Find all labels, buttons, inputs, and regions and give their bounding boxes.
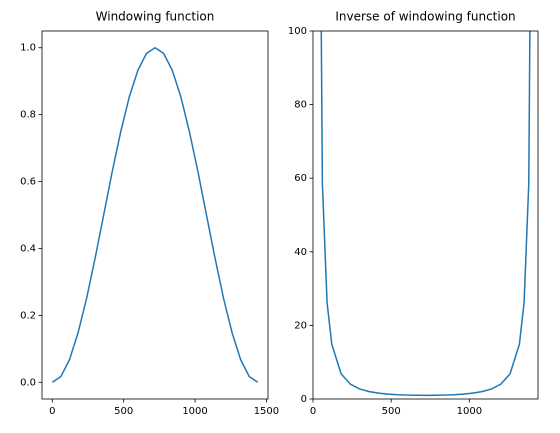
y-tick-label: 0.6: [20, 177, 36, 188]
x-tick-label: 0: [310, 406, 316, 417]
x-tick-label: 1000: [182, 406, 207, 417]
y-tick-label: 1.0: [20, 43, 36, 54]
x-tick-label: 1500: [254, 406, 279, 417]
y-tick-label: 0.0: [20, 377, 36, 388]
x-tick-label: 500: [114, 406, 133, 417]
y-tick-label: 40: [294, 247, 307, 258]
y-tick-label: 0.2: [20, 310, 36, 321]
y-tick-label: 0: [301, 394, 307, 405]
line: [51, 46, 259, 383]
subplot-title: Inverse of windowing function: [335, 10, 515, 24]
subplot-title: Windowing function: [96, 10, 215, 24]
x-tick-label: 0: [49, 406, 55, 417]
y-tick-label: 0.4: [20, 243, 36, 254]
line: [320, 31, 531, 397]
y-tick-label: 20: [294, 320, 307, 331]
axes-frame: [312, 30, 539, 400]
y-tick-label: 0.8: [20, 110, 36, 121]
axes-frame: [41, 30, 269, 400]
x-tick-label: 1000: [457, 406, 482, 417]
y-tick-label: 80: [294, 100, 307, 111]
y-tick-label: 60: [294, 173, 307, 184]
x-tick-label: 500: [382, 406, 401, 417]
y-tick-label: 100: [288, 26, 307, 37]
